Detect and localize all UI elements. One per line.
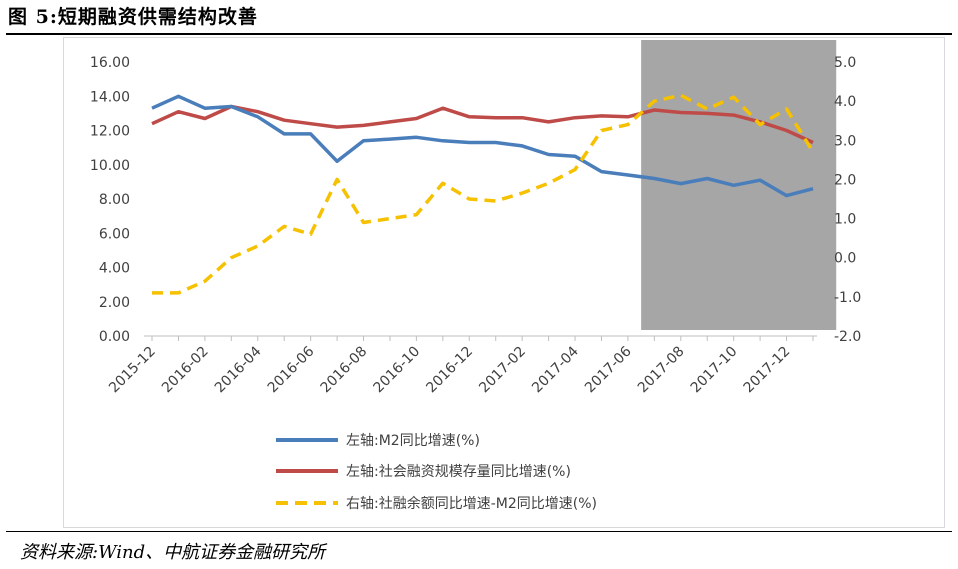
x-tick-label: 2016-08 [318, 344, 371, 397]
legend: 左轴:M2同比增速(%) 左轴:社会融资规模存量同比增速(%) 右轴:社融余额同比增… [276, 433, 597, 512]
series-layer [151, 93, 815, 295]
x-tick-label: 2017-06 [582, 343, 635, 396]
y-left-tick-label: 4.00 [99, 261, 130, 277]
y-left-tick-label: 12.00 [90, 124, 130, 140]
x-tick-label: 2017-08 [635, 344, 688, 397]
x-tick-label: 2017-04 [529, 343, 582, 396]
y-right-tick-label: -1.0 [834, 290, 861, 306]
legend-label: 左轴:社会融资规模存量同比增速(%) [346, 464, 571, 480]
y-right-tick-label: 1.0 [834, 212, 856, 228]
series-line-m2 [151, 94, 814, 198]
x-tick-label: 2016-12 [423, 344, 476, 397]
x-tick-label: 2015-12 [106, 344, 159, 397]
y-left-tick-label: 8.00 [99, 192, 130, 208]
legend-label: 左轴:M2同比增速(%) [346, 433, 480, 449]
x-tick-label: 2016-10 [371, 344, 424, 397]
y-right-tick-label: 2.0 [834, 172, 856, 188]
x-tick-label: 2017-10 [688, 344, 741, 397]
title-rule [6, 33, 952, 35]
figure-title: 图 5:短期融资供需结构改善 [8, 6, 258, 28]
series-line-social-financing [151, 104, 814, 145]
x-tick-label: 2017-12 [741, 344, 794, 397]
x-tick-label: 2016-04 [212, 343, 265, 396]
y-right-tick-label: 3.0 [834, 133, 856, 149]
y-left-tick-label: 16.00 [90, 55, 130, 71]
x-tick-label: 2016-02 [159, 344, 212, 397]
y-right-tick-label: 4.0 [834, 94, 856, 110]
y-left-tick-label: 0.00 [99, 329, 130, 345]
x-tick-label: 2016-06 [265, 343, 318, 396]
y-right-tick-label: 0.0 [834, 251, 856, 267]
y-right-tick-label: 5.0 [834, 55, 856, 71]
source-note: 资料来源:Wind、中航证券金融研究所 [20, 542, 326, 563]
y-left-tick-label: 10.00 [90, 158, 130, 174]
y-left-tick-label: 14.00 [90, 89, 130, 105]
y-left-tick-label: 2.00 [99, 295, 130, 311]
source-rule [6, 531, 952, 532]
series-line-diff [152, 93, 815, 295]
x-tick-label: 2017-02 [476, 344, 529, 397]
legend-label: 右轴:社融余额同比增速-M2同比增速(%) [346, 495, 597, 512]
chart-frame [63, 37, 945, 528]
y-left-tick-label: 6.00 [99, 226, 130, 242]
y-right-tick-label: -2.0 [834, 329, 861, 345]
